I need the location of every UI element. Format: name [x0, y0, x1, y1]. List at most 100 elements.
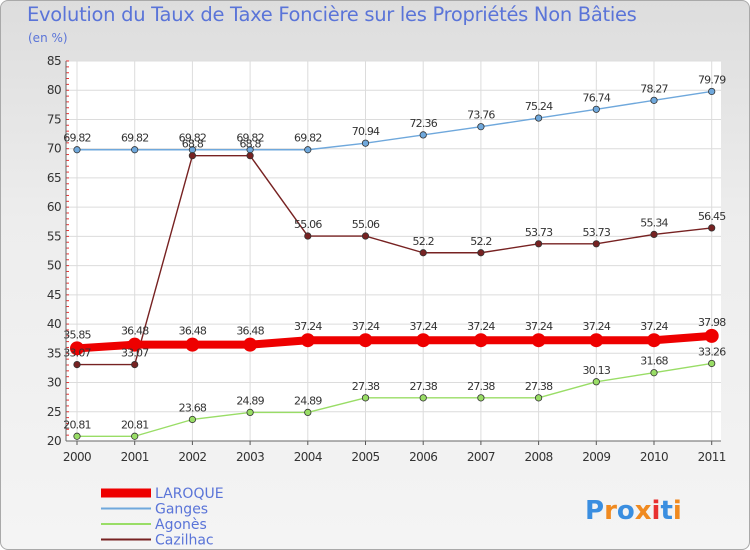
y-tick-label: 70 [47, 142, 61, 156]
data-label: 27.38 [525, 380, 553, 393]
x-tick-label: 2004 [294, 450, 322, 464]
data-point [358, 333, 373, 348]
data-label: 30.13 [583, 364, 611, 377]
data-point [477, 249, 485, 257]
x-tick-label: 2008 [525, 450, 553, 464]
data-point [419, 394, 427, 402]
data-label: 20.81 [63, 418, 91, 431]
data-label: 68.8 [239, 138, 261, 151]
data-label: 69.82 [63, 132, 91, 145]
data-point [708, 359, 716, 368]
data-point [650, 369, 658, 377]
data-label: 53.73 [583, 226, 611, 239]
legend-label: LAROQUE [155, 486, 224, 502]
data-point [592, 378, 600, 386]
logo-letter: r [604, 496, 617, 526]
data-label: 73.76 [467, 109, 495, 122]
y-tick-label: 55 [47, 229, 61, 243]
data-point [650, 230, 658, 238]
data-label: 37.24 [583, 320, 611, 333]
data-label: 27.38 [467, 380, 495, 393]
data-label: 27.38 [409, 380, 437, 393]
y-tick-label: 50 [47, 259, 61, 273]
data-point [534, 394, 543, 402]
data-point [304, 146, 312, 154]
x-tick-label: 2005 [351, 450, 379, 464]
data-label: 52.2 [413, 235, 434, 248]
data-point [708, 87, 716, 96]
x-tick-label: 2011 [698, 450, 726, 464]
data-label: 72.36 [409, 117, 437, 130]
data-point [419, 249, 427, 257]
data-label: 55.06 [294, 218, 322, 231]
y-tick-label: 60 [47, 200, 61, 214]
data-point [246, 408, 254, 417]
data-point [531, 333, 546, 348]
x-tick-label: 2003 [236, 450, 264, 464]
data-point [361, 394, 370, 402]
data-point [73, 146, 81, 154]
data-point [708, 224, 716, 232]
data-point [534, 114, 543, 122]
data-label: 68.8 [182, 138, 204, 151]
data-point [473, 333, 488, 348]
data-point [647, 333, 661, 348]
data-label: 37.24 [467, 320, 495, 333]
data-label: 55.06 [352, 218, 380, 231]
data-label: 37.24 [352, 320, 380, 333]
data-label: 37.24 [294, 320, 322, 333]
data-label: 24.89 [294, 394, 322, 407]
logo-letter: P [585, 496, 604, 526]
logo-letter: o [617, 496, 635, 526]
data-point [361, 139, 370, 147]
data-label: 24.89 [236, 394, 264, 407]
data-label: 36.48 [236, 325, 264, 338]
y-tick-label: 85 [47, 54, 61, 68]
data-point [70, 341, 84, 356]
y-tick-label: 20 [47, 434, 61, 448]
data-label: 37.24 [525, 320, 553, 333]
data-label: 37.24 [409, 320, 437, 333]
data-point [534, 240, 543, 248]
data-point [73, 360, 81, 369]
series-line-cazilhac [76, 155, 713, 366]
y-axis-unit: (en %) [28, 31, 68, 45]
data-point [188, 152, 196, 160]
data-label: 33.26 [698, 345, 726, 358]
data-label: 69.82 [236, 132, 264, 145]
data-label: 36.48 [179, 325, 207, 338]
x-tick-label: 2000 [63, 450, 91, 464]
data-label: 69.82 [294, 132, 322, 145]
y-tick-label: 35 [47, 346, 61, 360]
y-tick-label: 30 [47, 376, 61, 390]
x-tick-label: 2001 [121, 450, 149, 464]
y-tick-label: 45 [47, 288, 61, 302]
data-point [419, 131, 427, 139]
chart-title: Evolution du Taux de Taxe Foncière sur l… [27, 3, 637, 26]
x-tick-label: 2009 [582, 450, 610, 464]
data-label: 33.07 [63, 347, 91, 360]
data-label: 70.94 [352, 125, 380, 138]
data-label: 27.38 [352, 380, 380, 393]
data-point [704, 328, 719, 343]
data-label: 79.79 [698, 73, 726, 86]
data-label: 20.81 [121, 418, 149, 431]
data-point [131, 146, 139, 154]
y-tick-label: 65 [47, 171, 61, 185]
data-point [131, 360, 139, 369]
data-label: 56.45 [698, 210, 726, 223]
legend-label: Ganges [155, 502, 208, 518]
logo-letter: x [635, 496, 652, 526]
data-point [592, 105, 600, 113]
data-point [300, 333, 315, 348]
data-point [304, 408, 312, 417]
plot-area [66, 61, 721, 441]
data-label: 33.07 [121, 347, 149, 360]
data-label: 75.24 [525, 100, 553, 113]
y-tick-label: 25 [47, 405, 61, 419]
x-tick-label: 2007 [467, 450, 495, 464]
x-tick-label: 2006 [409, 450, 437, 464]
data-label: 69.82 [179, 132, 207, 145]
